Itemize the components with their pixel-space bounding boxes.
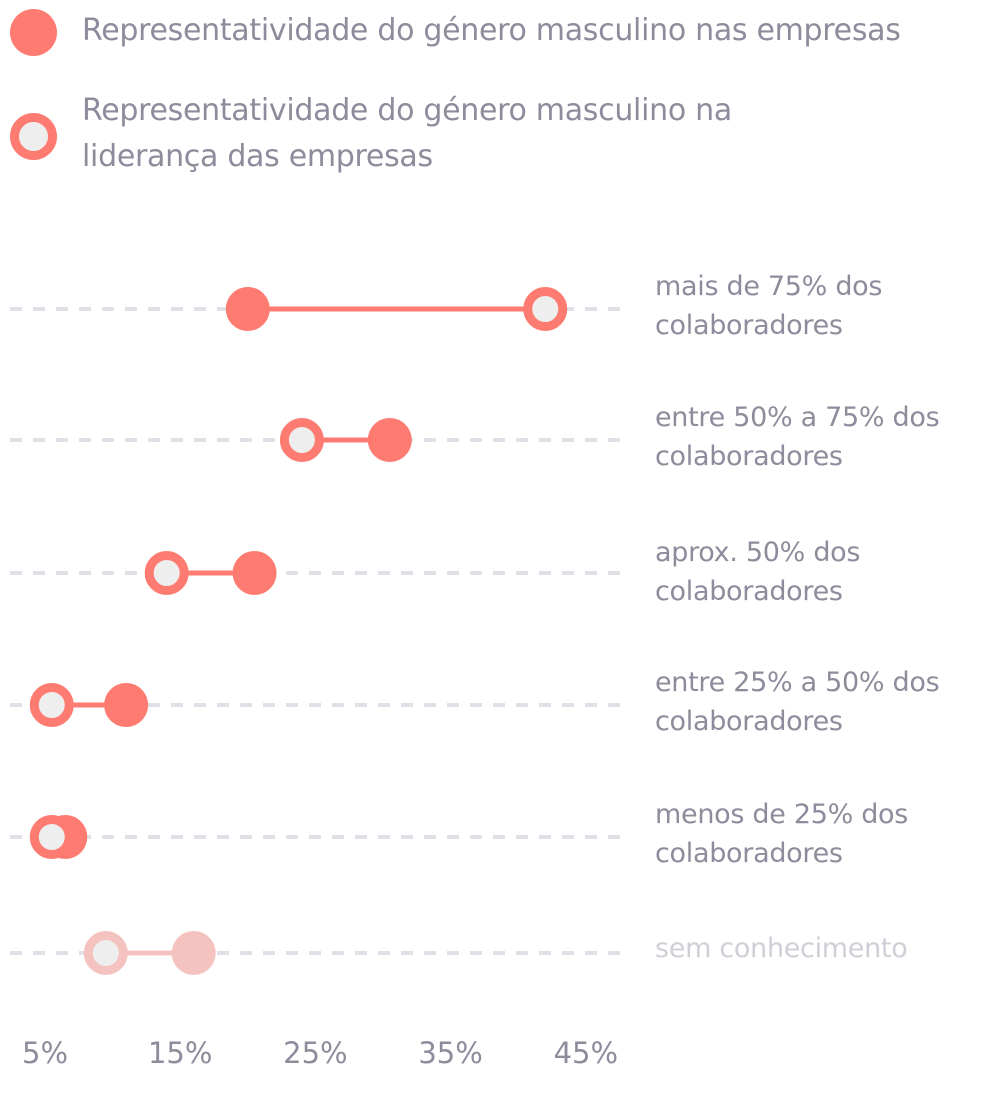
- category-label-row-1: mais de 75% dos colaboradores: [655, 271, 883, 341]
- hollow-circle-icon: [10, 113, 57, 160]
- x-tick-label-5: 45%: [553, 1036, 619, 1070]
- point-empresas-row-2: [367, 418, 412, 462]
- point-lideranca-row-5: [29, 815, 74, 859]
- filled-circle-icon: [10, 9, 57, 56]
- point-lideranca-row-2: [279, 418, 324, 462]
- category-label-row-2: entre 50% a 75% dos colaboradores: [655, 402, 940, 472]
- x-tick-label-2: 15%: [147, 1036, 213, 1070]
- legend-label-empresas: Representatividade do género masculino n…: [82, 13, 901, 48]
- point-lideranca-row-3: [144, 551, 189, 595]
- point-empresas-row-6: [171, 931, 216, 975]
- x-tick-label-1: 5%: [21, 1036, 69, 1070]
- category-label-row-4: entre 25% a 50% dos colaboradores: [655, 667, 940, 737]
- x-tick-label-4: 35%: [418, 1036, 483, 1070]
- point-lideranca-row-6: [83, 931, 128, 975]
- category-label-row-3: aprox. 50% dos colaboradores: [655, 537, 861, 607]
- point-empresas-row-1: [225, 287, 270, 331]
- point-lideranca-row-1: [523, 287, 568, 331]
- point-empresas-row-3: [232, 551, 277, 595]
- point-lideranca-row-4: [29, 683, 74, 727]
- category-label-row-5: menos de 25% dos colaboradores: [655, 799, 909, 869]
- category-label-row-6: sem conhecimento: [655, 933, 908, 964]
- legend-label-lideranca: Representatividade do género masculino n…: [82, 93, 732, 174]
- point-empresas-row-4: [104, 683, 149, 727]
- x-tick-label-3: 25%: [283, 1036, 348, 1070]
